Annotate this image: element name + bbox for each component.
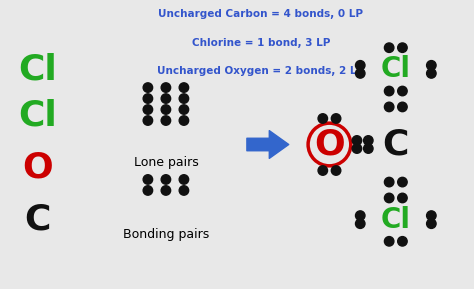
Ellipse shape	[384, 177, 394, 187]
Text: O: O	[314, 127, 345, 162]
Ellipse shape	[318, 114, 328, 123]
Ellipse shape	[398, 177, 407, 187]
Ellipse shape	[356, 69, 365, 78]
Ellipse shape	[384, 86, 394, 96]
Text: Cl: Cl	[18, 52, 57, 86]
Ellipse shape	[364, 144, 373, 153]
Text: Uncharged Carbon = 4 bonds, 0 LP: Uncharged Carbon = 4 bonds, 0 LP	[158, 9, 363, 19]
Text: C: C	[25, 203, 51, 237]
Text: Cl: Cl	[381, 55, 411, 83]
Ellipse shape	[356, 61, 365, 70]
Ellipse shape	[143, 175, 153, 184]
Ellipse shape	[143, 83, 153, 92]
Ellipse shape	[143, 186, 153, 195]
Ellipse shape	[331, 114, 341, 123]
Ellipse shape	[161, 105, 171, 114]
Ellipse shape	[384, 193, 394, 203]
Text: Cl: Cl	[18, 99, 57, 133]
Ellipse shape	[179, 94, 189, 103]
Ellipse shape	[356, 211, 365, 220]
Ellipse shape	[143, 94, 153, 103]
Ellipse shape	[161, 175, 171, 184]
Ellipse shape	[384, 237, 394, 246]
Ellipse shape	[352, 144, 362, 153]
Ellipse shape	[161, 94, 171, 103]
FancyArrowPatch shape	[247, 131, 289, 158]
Ellipse shape	[398, 237, 407, 246]
Text: O: O	[23, 151, 53, 185]
Ellipse shape	[179, 116, 189, 125]
Ellipse shape	[161, 186, 171, 195]
Ellipse shape	[356, 219, 365, 228]
Ellipse shape	[143, 105, 153, 114]
Text: Lone pairs: Lone pairs	[134, 156, 198, 169]
Ellipse shape	[318, 166, 328, 175]
Ellipse shape	[161, 83, 171, 92]
Ellipse shape	[179, 105, 189, 114]
Ellipse shape	[398, 43, 407, 52]
Ellipse shape	[427, 211, 436, 220]
Ellipse shape	[384, 43, 394, 52]
Ellipse shape	[384, 102, 394, 112]
Ellipse shape	[352, 136, 362, 145]
Text: Cl: Cl	[381, 206, 411, 234]
Ellipse shape	[179, 186, 189, 195]
Ellipse shape	[398, 86, 407, 96]
Ellipse shape	[179, 83, 189, 92]
Text: Chlorine = 1 bond, 3 LP: Chlorine = 1 bond, 3 LP	[191, 38, 330, 48]
Text: C: C	[383, 127, 409, 162]
Ellipse shape	[179, 175, 189, 184]
Ellipse shape	[143, 116, 153, 125]
Ellipse shape	[398, 102, 407, 112]
Ellipse shape	[398, 193, 407, 203]
Ellipse shape	[331, 166, 341, 175]
Ellipse shape	[161, 116, 171, 125]
Ellipse shape	[427, 219, 436, 228]
Text: Uncharged Oxygen = 2 bonds, 2 LP: Uncharged Oxygen = 2 bonds, 2 LP	[157, 66, 364, 77]
Ellipse shape	[427, 69, 436, 78]
Text: Bonding pairs: Bonding pairs	[123, 228, 209, 241]
Ellipse shape	[364, 136, 373, 145]
Ellipse shape	[427, 61, 436, 70]
